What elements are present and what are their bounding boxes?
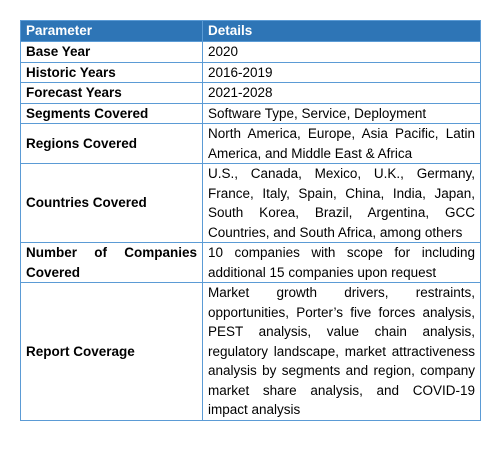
row-label-base-year: Base Year xyxy=(20,41,203,63)
table-row: Countries Covered U.S., Canada, Mexico, … xyxy=(20,163,481,243)
table-row: Regions Covered North America, Europe, A… xyxy=(20,123,481,164)
header-parameter: Parameter xyxy=(20,20,203,42)
row-label-regions-covered: Regions Covered xyxy=(20,123,203,164)
row-label-forecast-years: Forecast Years xyxy=(20,82,203,104)
row-label-report-coverage: Report Coverage xyxy=(20,282,203,421)
report-scope-table: Parameter Details Base Year 2020 Histori… xyxy=(20,20,481,421)
table-row: Historic Years 2016-2019 xyxy=(20,61,481,83)
row-label-segments-covered: Segments Covered xyxy=(20,102,203,124)
row-label-historic-years: Historic Years xyxy=(20,61,203,83)
row-value-report-coverage: Market growth drivers, restraints, oppor… xyxy=(202,282,481,421)
row-value-number-of-companies: 10 companies with scope for including ad… xyxy=(202,242,481,283)
row-label-countries-covered: Countries Covered xyxy=(20,163,203,243)
header-details: Details xyxy=(202,20,481,42)
row-value-historic-years: 2016-2019 xyxy=(202,61,481,83)
row-label-number-of-companies: Number of Companies Covered xyxy=(20,242,203,283)
row-value-regions-covered: North America, Europe, Asia Pacific, Lat… xyxy=(202,123,481,164)
row-value-base-year: 2020 xyxy=(202,41,481,63)
row-value-segments-covered: Software Type, Service, Deployment xyxy=(202,102,481,124)
table-row: Report Coverage Market growth drivers, r… xyxy=(20,282,481,421)
table-header-row: Parameter Details xyxy=(20,20,481,42)
table-row: Number of Companies Covered 10 companies… xyxy=(20,242,481,283)
table-row: Segments Covered Software Type, Service,… xyxy=(20,102,481,124)
table-row: Forecast Years 2021-2028 xyxy=(20,82,481,104)
row-value-forecast-years: 2021-2028 xyxy=(202,82,481,104)
table-row: Base Year 2020 xyxy=(20,41,481,63)
row-value-countries-covered: U.S., Canada, Mexico, U.K., Germany, Fra… xyxy=(202,163,481,243)
